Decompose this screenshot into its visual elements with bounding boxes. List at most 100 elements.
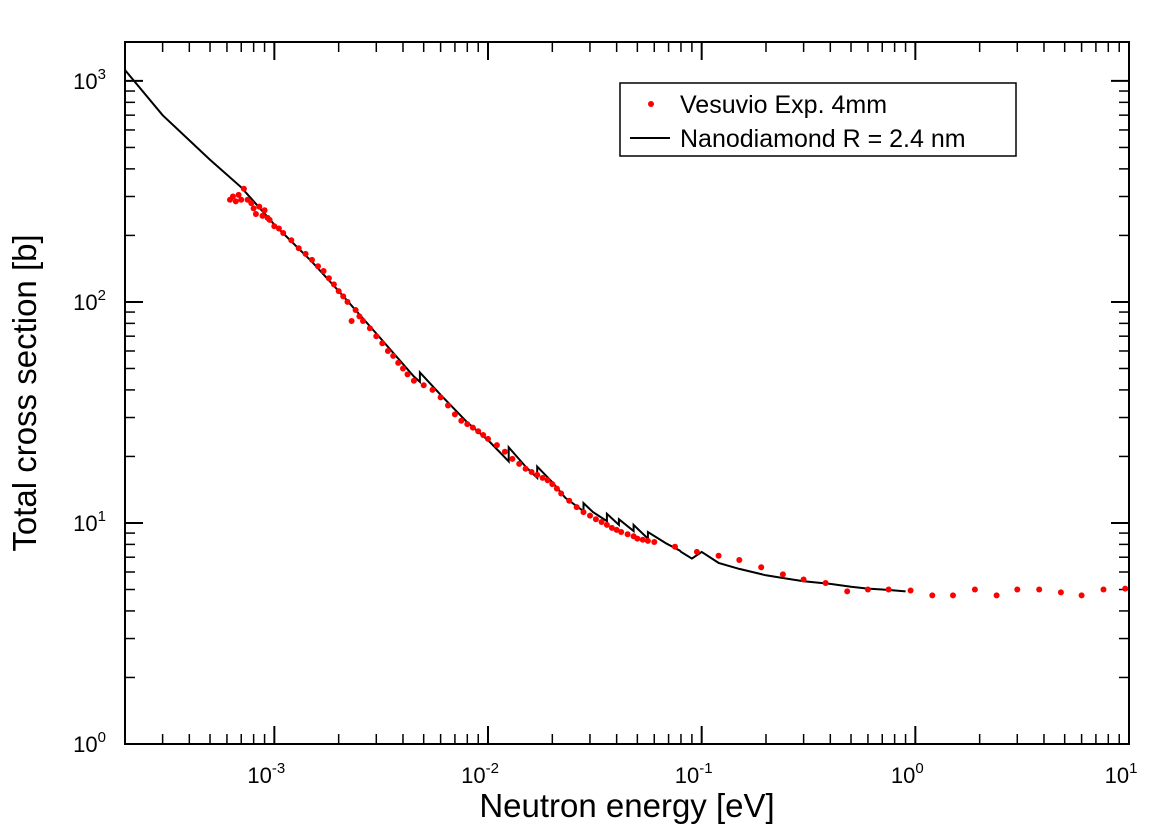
data-point-vesuvio bbox=[1078, 592, 1085, 599]
data-point-vesuvio bbox=[929, 592, 936, 599]
x-axis-title: Neutron energy [eV] bbox=[479, 787, 774, 824]
data-point-vesuvio bbox=[1014, 586, 1021, 593]
data-point-vesuvio bbox=[634, 535, 641, 542]
data-point-vesuvio bbox=[779, 571, 786, 578]
data-point-vesuvio bbox=[451, 411, 458, 418]
data-point-vesuvio bbox=[366, 325, 373, 332]
data-point-vesuvio bbox=[580, 509, 587, 516]
data-point-vesuvio bbox=[822, 580, 829, 586]
data-point-vesuvio bbox=[340, 293, 347, 300]
data-point-vesuvio bbox=[437, 394, 444, 401]
data-point-vesuvio bbox=[475, 428, 482, 435]
data-point-vesuvio bbox=[608, 524, 615, 531]
data-point-vesuvio bbox=[280, 230, 287, 236]
data-point-vesuvio bbox=[320, 268, 327, 274]
data-point-vesuvio bbox=[1122, 585, 1129, 592]
data-point-vesuvio bbox=[715, 552, 722, 559]
data-point-vesuvio bbox=[539, 474, 546, 481]
data-point-vesuvio bbox=[295, 245, 302, 252]
data-point-vesuvio bbox=[493, 442, 500, 449]
data-point-vesuvio bbox=[1100, 586, 1107, 593]
data-point-vesuvio bbox=[613, 526, 620, 533]
data-point-vesuvio bbox=[404, 371, 411, 378]
data-point-vesuvio bbox=[458, 417, 465, 424]
data-point-vesuvio bbox=[252, 211, 259, 217]
data-point-vesuvio bbox=[485, 435, 491, 442]
data-point-vesuvio bbox=[549, 481, 556, 488]
y-tick-labels: 100 101 102 103 bbox=[73, 66, 106, 757]
legend-marker-vesuvio bbox=[648, 101, 654, 107]
data-point-vesuvio bbox=[464, 421, 471, 428]
data-point-vesuvio bbox=[558, 490, 565, 497]
data-point-vesuvio bbox=[400, 365, 406, 372]
x-tick-label: 10-2 bbox=[461, 760, 499, 788]
data-point-vesuvio bbox=[544, 477, 551, 484]
series-line-nanodiamond bbox=[124, 69, 906, 593]
data-point-vesuvio bbox=[271, 223, 278, 230]
data-point-vesuvio bbox=[266, 216, 273, 223]
data-point-vesuvio bbox=[348, 318, 355, 324]
data-point-vesuvio bbox=[509, 455, 516, 462]
data-point-vesuvio bbox=[261, 207, 268, 214]
data-point-vesuvio bbox=[288, 237, 295, 244]
data-point-vesuvio bbox=[573, 504, 580, 511]
data-point-vesuvio bbox=[248, 200, 255, 207]
data-point-vesuvio bbox=[240, 185, 247, 192]
minor-ticks bbox=[124, 42, 1129, 744]
data-point-vesuvio bbox=[528, 469, 535, 475]
legend-label-vesuvio: Vesuvio Exp. 4mm bbox=[680, 91, 887, 119]
y-axis-title: Total cross section [b] bbox=[6, 234, 43, 551]
data-point-vesuvio bbox=[360, 318, 366, 324]
plot-frame bbox=[124, 41, 1130, 745]
data-point-vesuvio bbox=[800, 576, 807, 583]
data-point-vesuvio bbox=[553, 485, 560, 492]
legend-label-nanodiamond: Nanodiamond R = 2.4 nm bbox=[680, 125, 966, 153]
data-point-vesuvio bbox=[309, 256, 315, 263]
data-point-vesuvio bbox=[379, 340, 386, 347]
data-point-vesuvio bbox=[395, 359, 402, 366]
data-point-vesuvio bbox=[971, 586, 978, 593]
x-tick-label: 100 bbox=[891, 760, 924, 788]
data-point-vesuvio bbox=[598, 519, 605, 525]
data-point-vesuvio bbox=[250, 205, 257, 212]
data-point-vesuvio bbox=[256, 203, 263, 210]
data-point-vesuvio bbox=[390, 352, 397, 359]
data-point-vesuvio bbox=[534, 471, 541, 478]
data-point-vesuvio bbox=[275, 225, 282, 232]
data-point-vesuvio bbox=[420, 382, 427, 389]
data-point-vesuvio bbox=[522, 465, 529, 472]
data-point-vesuvio bbox=[232, 198, 239, 205]
data-point-vesuvio bbox=[907, 587, 914, 594]
data-point-vesuvio bbox=[603, 521, 610, 528]
x-tick-label: 10-3 bbox=[247, 760, 285, 788]
series-points-group bbox=[227, 185, 1129, 599]
data-point-vesuvio bbox=[235, 191, 242, 198]
data-point-vesuvio bbox=[469, 424, 476, 431]
data-point-vesuvio bbox=[672, 543, 678, 550]
data-point-vesuvio bbox=[566, 497, 573, 504]
x-tick-label: 101 bbox=[1105, 760, 1138, 788]
data-point-vesuvio bbox=[410, 377, 417, 384]
y-tick-label: 101 bbox=[73, 508, 106, 536]
data-point-vesuvio bbox=[736, 557, 743, 563]
data-point-vesuvio bbox=[618, 529, 625, 535]
data-point-vesuvio bbox=[693, 548, 700, 555]
data-point-vesuvio bbox=[325, 275, 332, 282]
data-point-vesuvio bbox=[651, 539, 658, 545]
data-point-vesuvio bbox=[429, 386, 436, 393]
data-point-vesuvio bbox=[624, 531, 631, 538]
series-line-group bbox=[124, 69, 906, 593]
data-point-vesuvio bbox=[384, 348, 391, 354]
data-point-vesuvio bbox=[587, 512, 593, 519]
data-point-vesuvio bbox=[302, 250, 309, 257]
x-tick-label: 10-1 bbox=[675, 760, 713, 788]
data-point-vesuvio bbox=[335, 288, 342, 295]
data-point-vesuvio bbox=[315, 263, 321, 270]
data-point-vesuvio bbox=[238, 196, 245, 203]
data-point-vesuvio bbox=[516, 460, 523, 467]
legend-box bbox=[619, 82, 1017, 157]
data-point-vesuvio bbox=[885, 586, 892, 593]
y-tick-label: 100 bbox=[73, 729, 106, 757]
data-point-vesuvio bbox=[1057, 589, 1064, 596]
